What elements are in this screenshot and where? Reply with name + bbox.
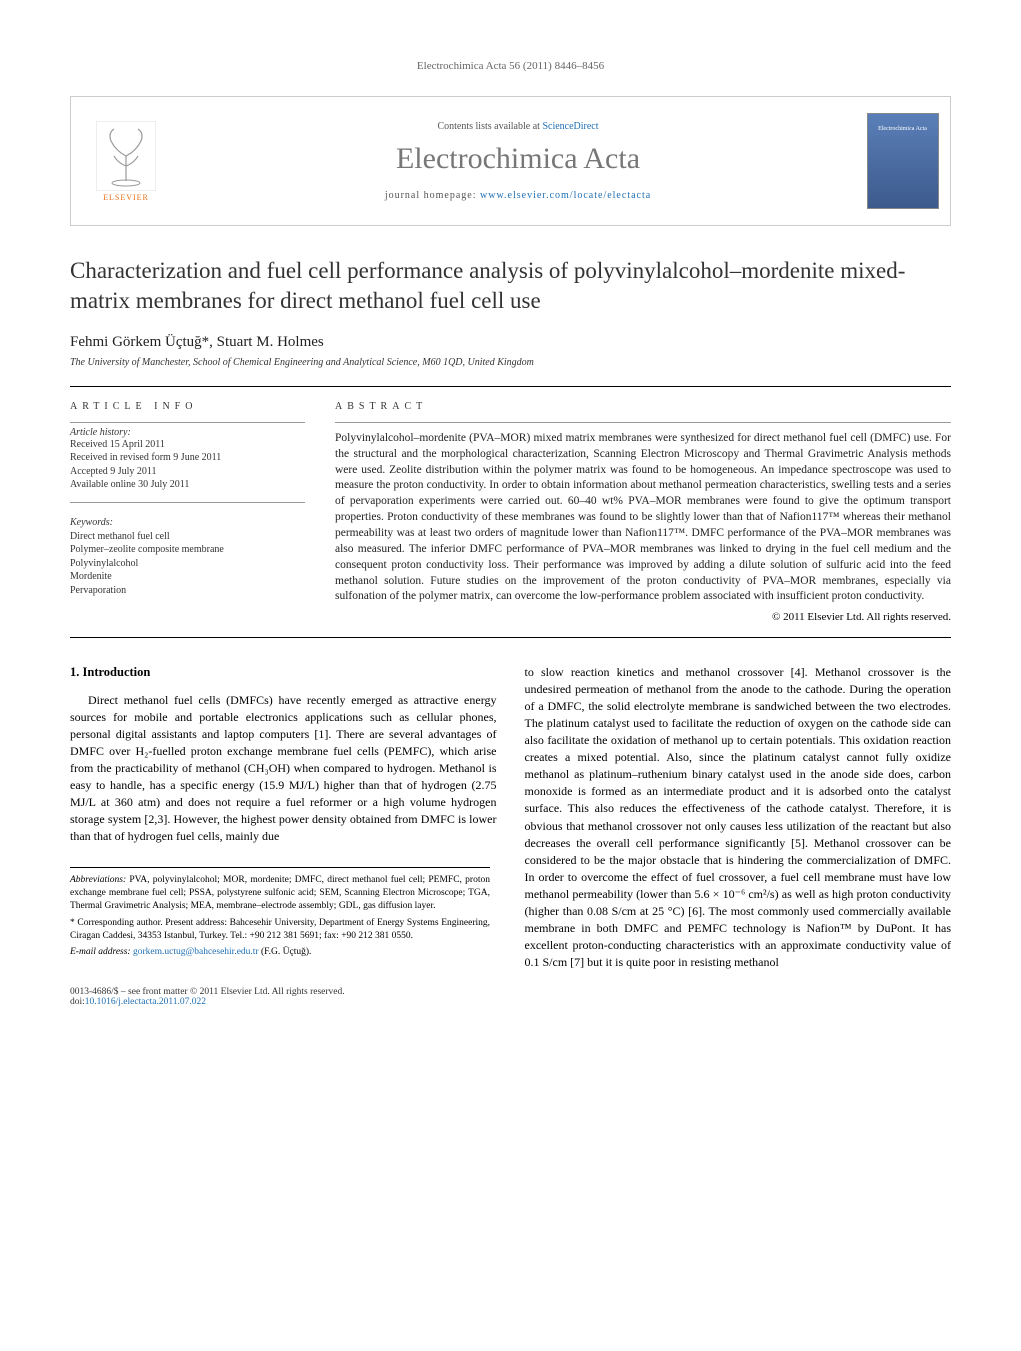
affiliation: The University of Manchester, School of …	[70, 357, 951, 368]
running-head: Electrochimica Acta 56 (2011) 8446–8456	[70, 60, 951, 72]
intro-para-2: to slow reaction kinetics and methanol c…	[525, 664, 952, 971]
contents-prefix: Contents lists available at	[437, 121, 542, 132]
journal-name: Electrochimica Acta	[396, 142, 640, 176]
keyword-3: Mordenite	[70, 570, 305, 584]
meta-row: article info Article history: Received 1…	[70, 401, 951, 623]
journal-cover-thumb: Electrochimica Acta	[867, 113, 939, 209]
doi-link[interactable]: 10.1016/j.electacta.2011.07.022	[85, 997, 206, 1007]
page-root: Electrochimica Acta 56 (2011) 8446–8456 …	[0, 0, 1021, 1047]
keyword-4: Pervaporation	[70, 584, 305, 598]
footer: 0013-4686/$ – see front matter © 2011 El…	[70, 987, 951, 1007]
sciencedirect-link[interactable]: ScienceDirect	[542, 121, 598, 132]
cover-thumb-label: Electrochimica Acta	[872, 126, 934, 132]
cover-thumb-cell: Electrochimica Acta	[855, 97, 950, 225]
body-columns: 1. Introduction Direct methanol fuel cel…	[70, 664, 951, 971]
publisher-name: ELSEVIER	[103, 193, 149, 202]
abstract-label: abstract	[335, 401, 951, 412]
abstract-text: Polyvinylalcohol–mordenite (PVA–MOR) mix…	[335, 431, 951, 605]
keywords-head: Keywords:	[70, 517, 305, 528]
corresponding-footnote: * Corresponding author. Present address:…	[70, 917, 490, 943]
elsevier-logo: ELSEVIER	[86, 111, 166, 211]
history-accepted: Accepted 9 July 2011	[70, 465, 305, 479]
footer-doi: doi:10.1016/j.electacta.2011.07.022	[70, 997, 951, 1007]
keyword-1: Polymer–zeolite composite membrane	[70, 543, 305, 557]
journal-header: ELSEVIER Contents lists available at Sci…	[70, 96, 951, 226]
email-link[interactable]: gorkem.uctug@bahcesehir.edu.tr	[133, 947, 259, 957]
meta-top-rule	[70, 386, 951, 387]
abstract-col: abstract Polyvinylalcohol–mordenite (PVA…	[335, 401, 951, 623]
publisher-logo-cell: ELSEVIER	[71, 97, 181, 225]
history-received: Received 15 April 2011	[70, 438, 305, 452]
footnotes: Abbreviations: PVA, polyvinylalcohol; MO…	[70, 867, 490, 959]
info-rule	[70, 422, 305, 423]
abbrev-label: Abbreviations:	[70, 875, 126, 885]
abstract-copyright: © 2011 Elsevier Ltd. All rights reserved…	[335, 611, 951, 623]
homepage-line: journal homepage: www.elsevier.com/locat…	[385, 190, 651, 201]
doi-label: doi:	[70, 997, 85, 1007]
article-info-label: article info	[70, 401, 305, 412]
intro-heading: 1. Introduction	[70, 664, 497, 682]
history-online: Available online 30 July 2011	[70, 478, 305, 492]
article-title: Characterization and fuel cell performan…	[70, 256, 951, 316]
footer-price: 0013-4686/$ – see front matter © 2011 El…	[70, 987, 951, 997]
keyword-0: Direct methanol fuel cell	[70, 530, 305, 544]
contents-line: Contents lists available at ScienceDirec…	[437, 121, 598, 132]
elsevier-tree-icon	[96, 121, 156, 191]
history-head: Article history:	[70, 427, 305, 438]
header-center: Contents lists available at ScienceDirec…	[181, 97, 855, 225]
abbrev-text: PVA, polyvinylalcohol; MOR, mordenite; D…	[70, 875, 490, 911]
intro-para-1: Direct methanol fuel cells (DMFCs) have …	[70, 692, 497, 845]
email-suffix: (F.G. Üçtuğ).	[259, 947, 312, 957]
keyword-2: Polyvinylalcohol	[70, 557, 305, 571]
corr-text: Corresponding author. Present address: B…	[70, 918, 490, 941]
email-footnote: E-mail address: gorkem.uctug@bahcesehir.…	[70, 946, 490, 959]
history-revised: Received in revised form 9 June 2011	[70, 451, 305, 465]
author-list: Fehmi Görkem Üçtuğ*, Stuart M. Holmes	[70, 334, 951, 351]
homepage-prefix: journal homepage:	[385, 190, 480, 201]
abbrev-footnote: Abbreviations: PVA, polyvinylalcohol; MO…	[70, 874, 490, 912]
abstract-rule	[335, 422, 951, 423]
article-info-col: article info Article history: Received 1…	[70, 401, 305, 623]
email-label: E-mail address:	[70, 947, 133, 957]
keywords-rule	[70, 502, 305, 503]
homepage-link[interactable]: www.elsevier.com/locate/electacta	[480, 190, 651, 201]
meta-bottom-rule	[70, 637, 951, 638]
